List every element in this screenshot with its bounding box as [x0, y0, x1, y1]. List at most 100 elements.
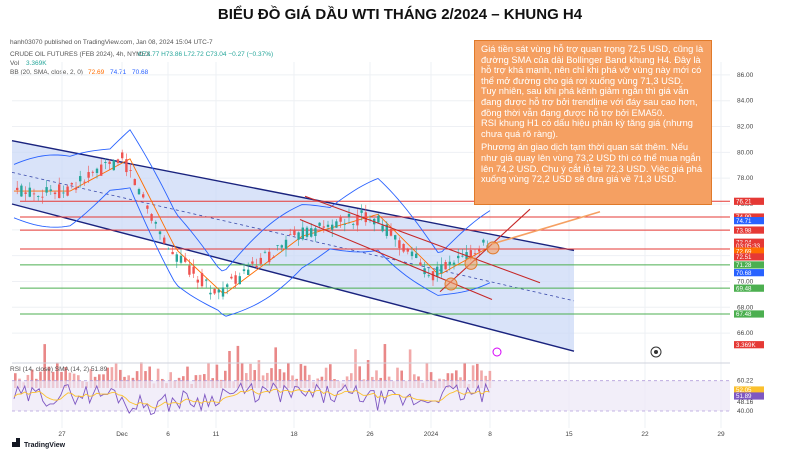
candle-body: [41, 196, 44, 198]
volume-bar: [215, 364, 219, 388]
price-label-text: 72.69: [736, 248, 752, 255]
volume-bar: [287, 362, 290, 388]
price-label-tag: [734, 261, 764, 269]
volume-bar: [400, 370, 403, 388]
volume-bar: [207, 363, 210, 388]
time-tick: 18: [290, 431, 298, 438]
volume-bar: [358, 366, 361, 388]
candle-body: [461, 255, 464, 257]
tradingview-brand: TradingView: [24, 442, 66, 449]
analysis-note-box: Giá tiền sát vùng hỗ trợ quan trọng 72,5…: [474, 40, 712, 205]
volume-bar: [106, 367, 109, 388]
volume-bar: [135, 371, 139, 388]
volume-value: 3.369K: [26, 60, 47, 67]
candle-body: [100, 164, 103, 176]
volume-bar: [354, 349, 357, 388]
volume-bar: [350, 373, 353, 388]
candle-body: [410, 251, 414, 257]
bb-lower-line: [13, 187, 491, 317]
candle-body: [238, 276, 241, 285]
candle-body: [478, 248, 481, 252]
ohlc-values: O73.77 H73.86 L72.72 C73.04 −0.27 (−0.37…: [138, 51, 273, 58]
candle-body: [448, 261, 451, 266]
rsi-label-tag: [734, 392, 764, 400]
time-tick: 26: [366, 431, 374, 438]
price-label-text: 74.71: [736, 218, 752, 225]
candle-body: [158, 231, 162, 235]
candle-body: [146, 205, 149, 209]
candle-body: [272, 257, 275, 258]
candle-body: [444, 262, 447, 270]
price-tick: 80.00: [737, 149, 754, 156]
target-icon[interactable]: [650, 346, 662, 358]
candle-body: [310, 228, 313, 237]
candle-body: [457, 255, 460, 259]
price-label-text: 76.21: [736, 198, 752, 205]
volume-bar: [43, 344, 46, 388]
support-marker: [464, 256, 478, 270]
tradingview-chart[interactable]: hanh03070 published on TradingView.com, …: [0, 28, 800, 465]
volume-bar: [324, 367, 328, 388]
target-icon-dot: [654, 350, 658, 354]
rsi-tick: 60.22: [737, 378, 754, 385]
price-tick: 82.00: [737, 124, 754, 131]
candle-body: [322, 226, 325, 228]
rsi-label-text: 51.89: [736, 393, 752, 400]
note-pointer-line: [491, 210, 601, 245]
price-label-text: 71.28: [736, 262, 752, 269]
published-text: hanh03070 published on TradingView.com, …: [10, 39, 213, 46]
price-tick: 66.00: [737, 330, 754, 337]
candle-body: [154, 221, 157, 224]
price-label-tag: [734, 238, 764, 246]
volume-bar: [446, 373, 450, 388]
candle-body: [255, 265, 258, 268]
candle-body: [343, 223, 346, 225]
candle-body: [70, 183, 73, 185]
price-label-text: 3.369K: [736, 342, 756, 349]
volume-bar: [488, 370, 492, 388]
price-label-tag: [734, 197, 764, 205]
bb-upper: 74.71: [110, 69, 127, 76]
note-paragraph-1: Giá tiền sát vùng hỗ trợ quan trọng 72,5…: [481, 44, 704, 139]
candle-body: [62, 192, 65, 194]
volume-bar: [114, 363, 118, 388]
candle-body: [213, 288, 216, 294]
volume-bar: [110, 367, 114, 388]
volume-bar: [257, 360, 261, 388]
instrument-label: CRUDE OIL FUTURES (FEB 2024), 4h, NYMEX: [10, 51, 151, 58]
price-label-tag: [734, 341, 764, 349]
time-tick: 6: [166, 431, 170, 438]
candle-body: [440, 264, 443, 274]
volume-bar: [366, 360, 370, 388]
price-label-text: 70.68: [736, 270, 752, 277]
candle-body: [83, 181, 86, 183]
candle-body: [331, 224, 334, 230]
candle-body: [163, 237, 166, 244]
price-tick: 70.00: [737, 278, 754, 285]
rsi-tick: 40.00: [737, 408, 754, 415]
volume-bar: [463, 362, 466, 388]
volume-bar: [240, 362, 244, 388]
lightning-icon[interactable]: [492, 347, 502, 357]
horizontal-levels: [20, 200, 730, 315]
candle-body: [301, 227, 304, 240]
volume-bar: [383, 344, 387, 388]
volume-bar: [266, 372, 269, 388]
volume-bar: [39, 371, 42, 388]
note-paragraph-2: Phương án giao dịch tạm thời quan sát th…: [481, 142, 703, 185]
candle-body: [230, 276, 233, 279]
volume-bar: [471, 365, 475, 388]
candle-body: [16, 187, 19, 191]
candle-body: [188, 265, 191, 275]
rsi-label-text: 52.05: [736, 387, 752, 394]
candle-body: [125, 159, 128, 173]
candle-body: [108, 161, 111, 164]
trendlines: [299, 195, 601, 301]
candle-body: [58, 184, 61, 199]
candle-body: [293, 229, 296, 236]
candle-body: [167, 248, 170, 250]
candle-body: [389, 229, 393, 236]
price-label-tag: [734, 242, 764, 250]
price-label-tag: [734, 253, 764, 261]
